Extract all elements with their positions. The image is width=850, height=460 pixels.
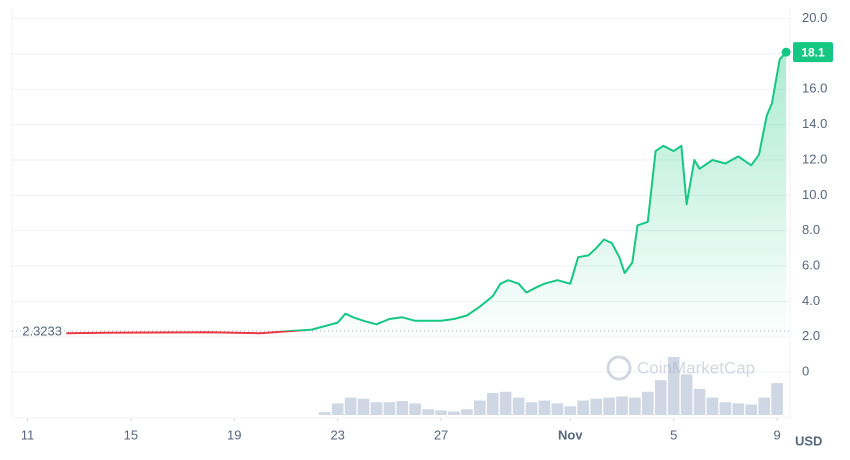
y-tick-label: 8.0 xyxy=(802,222,820,237)
y-tick-label: 6.0 xyxy=(802,257,820,272)
last-point xyxy=(781,47,791,57)
x-tick-label: 19 xyxy=(227,427,241,442)
x-tick-label: 11 xyxy=(21,427,35,442)
y-tick-label: 20.0 xyxy=(802,10,827,25)
volume-bar xyxy=(396,401,409,415)
volume-bar xyxy=(642,391,654,415)
volume-bar xyxy=(654,380,667,415)
x-tick-label: 23 xyxy=(330,427,344,442)
y-tick-label: 12.0 xyxy=(802,151,827,166)
volume-bar xyxy=(771,383,783,415)
price-badge xyxy=(793,42,833,63)
volume-bar xyxy=(745,404,758,415)
volume-bar xyxy=(318,412,331,415)
y-tick-label: 4.0 xyxy=(802,293,820,308)
y-tick-label: 14.0 xyxy=(802,116,827,131)
x-tick-label: 9 xyxy=(773,427,780,442)
y-tick-label: 10.0 xyxy=(802,187,827,202)
x-tick-label: 15 xyxy=(124,427,138,442)
volume-bar xyxy=(422,409,434,415)
y-tick-label: 0 xyxy=(802,363,809,378)
volume-bar xyxy=(538,400,551,415)
x-tick-label: 5 xyxy=(670,427,677,442)
watermark-text: CoinMarketCap xyxy=(637,358,755,377)
volume-bar xyxy=(551,403,564,415)
price-line xyxy=(66,51,787,335)
volume-bar xyxy=(448,411,460,415)
x-tick-label: Nov xyxy=(558,427,583,442)
y-unit: USD xyxy=(795,433,822,448)
volume-bar xyxy=(564,406,577,415)
volume-bar xyxy=(719,402,732,415)
volume-bar xyxy=(486,392,499,415)
volume-bar xyxy=(383,402,396,415)
x-tick-label: 27 xyxy=(434,427,448,442)
volume-bar xyxy=(525,402,538,415)
volume-bar xyxy=(331,403,344,415)
volume-bar xyxy=(758,397,770,415)
volume-bar xyxy=(461,409,473,415)
baseline-label: 2.3233 xyxy=(22,323,62,338)
volume-bar xyxy=(629,397,641,415)
y-tick-label: 2.0 xyxy=(802,328,820,343)
volume-bar xyxy=(409,403,422,415)
volume-bar xyxy=(680,374,693,415)
area xyxy=(66,52,787,334)
volume-bar xyxy=(435,410,447,415)
volume-bar xyxy=(590,398,602,415)
volume-bar xyxy=(499,391,512,415)
volume-bar xyxy=(616,396,628,415)
volume-bar xyxy=(357,398,370,415)
watermark-logo xyxy=(606,355,632,381)
volume-bar xyxy=(693,388,706,415)
volume-bar xyxy=(512,397,525,415)
y-tick-label: 16.0 xyxy=(802,81,827,96)
volume-bar xyxy=(732,403,745,415)
volume-bar xyxy=(577,400,590,415)
volume-bar xyxy=(603,397,615,415)
volume-bar xyxy=(706,397,719,415)
volume-bar xyxy=(344,397,357,415)
volume-bar xyxy=(370,402,383,415)
watermark: CoinMarketCap xyxy=(606,355,755,381)
volume-bar xyxy=(667,357,680,415)
volume-bar xyxy=(474,400,486,415)
price-badge-label: 18.1 xyxy=(801,45,825,59)
